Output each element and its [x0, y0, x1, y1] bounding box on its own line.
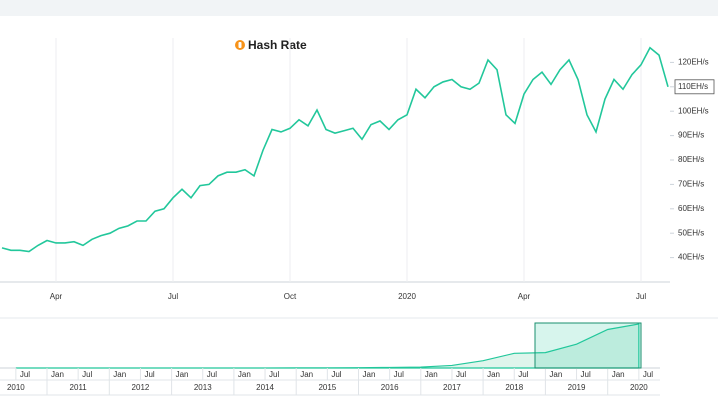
y-tick-label: 90EH/s — [678, 131, 704, 140]
current-value-tag — [674, 79, 715, 95]
year-label: 2019 — [568, 383, 586, 392]
y-tick-label: 80EH/s — [678, 155, 704, 164]
bitcoin-icon-glyph — [238, 42, 242, 48]
month-tick-label: Jul — [207, 370, 217, 379]
navigator-window — [534, 322, 642, 369]
y-tick-label: 70EH/s — [678, 180, 704, 189]
chart-title: Hash Rate — [248, 38, 307, 52]
year-label: 2017 — [443, 383, 461, 392]
month-tick-label: Jul — [518, 370, 528, 379]
top-band — [0, 0, 718, 16]
year-label: 2012 — [132, 383, 150, 392]
year-label: 2011 — [70, 383, 88, 392]
y-tick-label: 120EH/s — [678, 58, 709, 67]
year-label: 2013 — [194, 383, 212, 392]
month-tick-label: Jan — [51, 370, 64, 379]
month-tick-label: Jan — [487, 370, 500, 379]
year-label: 2018 — [505, 383, 523, 392]
month-tick-label: Jan — [425, 370, 438, 379]
month-tick-label: Jul — [20, 370, 30, 379]
month-tick-label: Jul — [331, 370, 341, 379]
month-tick-label: Jan — [612, 370, 625, 379]
x-tick-label: Oct — [284, 292, 297, 301]
month-tick-label: Jul — [394, 370, 404, 379]
month-tick-label: Jan — [363, 370, 376, 379]
year-label: 2015 — [318, 383, 336, 392]
navigator-area — [15, 323, 640, 369]
current-value-label: 110EH/s — [678, 82, 708, 91]
x-tick-label: Jul — [168, 292, 178, 301]
x-tick-label: Apr — [50, 292, 63, 301]
year-label: 2016 — [381, 383, 399, 392]
month-tick-label: Jul — [643, 370, 653, 379]
month-tick-label: Jul — [456, 370, 466, 379]
month-tick-label: Jan — [238, 370, 251, 379]
y-tick-label: 60EH/s — [678, 204, 704, 213]
year-label: 2014 — [256, 383, 274, 392]
month-tick-label: Jul — [82, 370, 92, 379]
year-label: 2020 — [630, 383, 648, 392]
month-tick-label: Jan — [549, 370, 562, 379]
month-tick-label: Jul — [269, 370, 279, 379]
year-label: 2010 — [7, 383, 25, 392]
x-tick-label: Apr — [518, 292, 531, 301]
line-series — [1, 46, 669, 253]
month-tick-label: Jul — [581, 370, 591, 379]
y-tick-label: 40EH/s — [678, 253, 704, 262]
month-tick-label: Jul — [144, 370, 154, 379]
x-tick-label: Jul — [636, 292, 646, 301]
y-tick-label: 100EH/s — [678, 106, 709, 115]
month-tick-label: Jan — [300, 370, 313, 379]
month-tick-label: Jan — [176, 370, 189, 379]
x-tick-label: 2020 — [398, 292, 416, 301]
month-tick-label: Jan — [113, 370, 126, 379]
y-tick-label: 50EH/s — [678, 228, 704, 237]
